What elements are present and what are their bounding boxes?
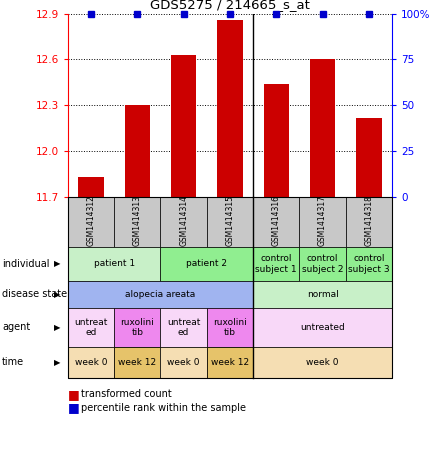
- Text: ruxolini
tib: ruxolini tib: [213, 318, 247, 337]
- Text: control
subject 3: control subject 3: [348, 254, 390, 274]
- Text: week 12: week 12: [118, 358, 156, 367]
- Text: ■: ■: [68, 401, 80, 414]
- Text: agent: agent: [2, 322, 30, 333]
- Bar: [124, 105, 150, 197]
- Text: patient 2: patient 2: [186, 260, 227, 268]
- Text: disease state: disease state: [2, 289, 67, 299]
- Text: normal: normal: [307, 290, 339, 299]
- Text: untreated: untreated: [300, 323, 345, 332]
- Text: ▶: ▶: [54, 323, 60, 332]
- Text: ▶: ▶: [54, 290, 60, 299]
- Text: control
subject 1: control subject 1: [255, 254, 297, 274]
- Text: untreat
ed: untreat ed: [74, 318, 108, 337]
- Text: alopecia areata: alopecia areata: [125, 290, 196, 299]
- Text: GSM1414318: GSM1414318: [364, 195, 373, 246]
- Bar: [171, 55, 196, 197]
- Text: week 0: week 0: [167, 358, 200, 367]
- Bar: [78, 177, 104, 197]
- Text: ▶: ▶: [54, 358, 60, 367]
- Text: time: time: [2, 357, 25, 367]
- Bar: [264, 84, 289, 197]
- Text: GSM1414317: GSM1414317: [318, 195, 327, 246]
- Text: GSM1414315: GSM1414315: [226, 195, 234, 246]
- Text: week 0: week 0: [75, 358, 107, 367]
- Text: week 12: week 12: [211, 358, 249, 367]
- Text: GSM1414313: GSM1414313: [133, 195, 142, 246]
- Text: patient 1: patient 1: [94, 260, 135, 268]
- Text: ▶: ▶: [54, 260, 60, 268]
- Text: GSM1414316: GSM1414316: [272, 195, 281, 246]
- Text: individual: individual: [2, 259, 49, 269]
- Text: untreat
ed: untreat ed: [167, 318, 200, 337]
- Title: GDS5275 / 214665_s_at: GDS5275 / 214665_s_at: [150, 0, 310, 11]
- Text: week 0: week 0: [306, 358, 339, 367]
- Text: GSM1414312: GSM1414312: [87, 195, 95, 246]
- Bar: [356, 117, 381, 197]
- Text: control
subject 2: control subject 2: [302, 254, 343, 274]
- Text: ■: ■: [68, 388, 80, 400]
- Text: transformed count: transformed count: [81, 389, 172, 399]
- Text: percentile rank within the sample: percentile rank within the sample: [81, 403, 246, 413]
- Text: ruxolini
tib: ruxolini tib: [120, 318, 154, 337]
- Bar: [217, 20, 243, 197]
- Text: GSM1414314: GSM1414314: [179, 195, 188, 246]
- Bar: [310, 59, 335, 197]
